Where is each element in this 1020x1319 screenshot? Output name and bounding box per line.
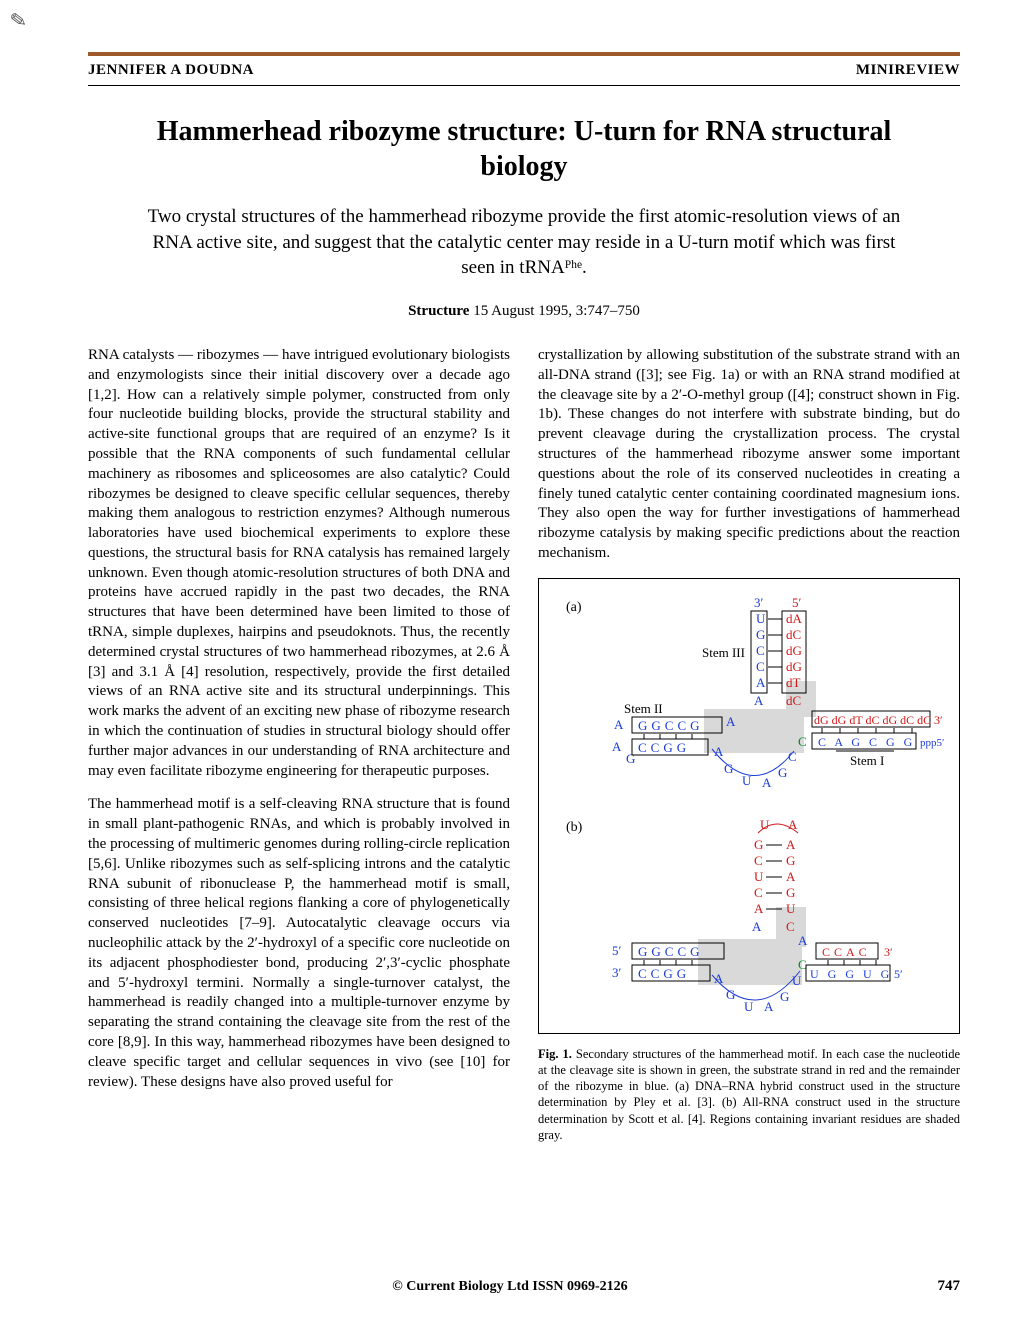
svg-text:CCAC: CCAC: [822, 945, 871, 959]
svg-text:dA: dA: [786, 611, 803, 626]
svg-text:CCGG: CCGG: [638, 966, 690, 981]
svg-text:C: C: [754, 885, 763, 900]
header-author: JENNIFER A DOUDNA: [88, 62, 254, 79]
svg-text:5′: 5′: [612, 943, 622, 958]
page-footer: © Current Biology Ltd ISSN 0969-2126: [0, 1279, 1020, 1295]
svg-text:C: C: [754, 853, 763, 868]
svg-text:G: G: [778, 765, 787, 780]
figure-1: (a) 3′ 5′ U G C C A dA dC dG dG dT: [538, 578, 960, 1034]
svg-text:dG dG dT dC dG dC dC: dG dG dT dC dG dC dC: [814, 713, 931, 727]
svg-text:A: A: [754, 901, 764, 916]
svg-text:U: U: [754, 869, 764, 884]
svg-text:A: A: [752, 919, 762, 934]
svg-text:dG: dG: [786, 659, 802, 674]
svg-text:A: A: [786, 837, 796, 852]
running-header: JENNIFER A DOUDNA MINIREVIEW: [88, 60, 960, 86]
svg-text:A: A: [762, 775, 772, 790]
svg-text:3′: 3′: [612, 965, 622, 980]
figure-1b-diagram: (b) U A G C U C A A G A G U: [554, 811, 944, 1021]
header-section: MINIREVIEW: [856, 62, 960, 79]
svg-text:G: G: [754, 837, 763, 852]
figure-caption-text: Secondary structures of the hammerhead m…: [538, 1047, 960, 1142]
article-subtitle: Two crystal structures of the hammerhead…: [138, 204, 910, 281]
svg-text:C: C: [798, 734, 807, 749]
svg-text:C: C: [786, 919, 795, 934]
svg-text:U: U: [744, 999, 754, 1014]
svg-text:dG: dG: [786, 643, 802, 658]
paragraph-1: RNA catalysts — ribozymes — have intrigu…: [88, 346, 510, 782]
citation: Structure 15 August 1995, 3:747–750: [88, 303, 960, 320]
svg-text:A: A: [764, 999, 774, 1014]
svg-text:U G G U G: U G G U G: [810, 967, 892, 981]
figure-1a-diagram: (a) 3′ 5′ U G C C A dA dC dG dG dT: [554, 591, 944, 801]
svg-text:GGCCG: GGCCG: [638, 944, 704, 959]
margin-scribble: ✎: [8, 7, 28, 34]
svg-text:U: U: [786, 901, 796, 916]
svg-text:A: A: [612, 739, 622, 754]
svg-text:U: U: [756, 611, 766, 626]
panel-a-label: (a): [566, 600, 582, 615]
svg-text:3′: 3′: [934, 713, 943, 727]
svg-text:3′: 3′: [884, 945, 893, 959]
svg-text:5′: 5′: [894, 967, 903, 981]
figure-1-caption: Fig. 1. Secondary structures of the hamm…: [538, 1046, 960, 1144]
citation-journal: Structure: [408, 303, 469, 319]
svg-text:G: G: [780, 989, 789, 1004]
svg-text:G: G: [786, 853, 795, 868]
svg-text:CCGG: CCGG: [638, 740, 690, 755]
svg-text:A: A: [726, 714, 736, 729]
paragraph-3: crystallization by allowing substitution…: [538, 346, 960, 564]
svg-text:A: A: [756, 675, 766, 690]
svg-text:Stem III: Stem III: [702, 645, 745, 660]
left-column: RNA catalysts — ribozymes — have intrigu…: [88, 346, 510, 1143]
svg-text:G: G: [786, 885, 795, 900]
svg-text:dC: dC: [786, 693, 801, 708]
svg-text:A: A: [754, 693, 764, 708]
right-column: crystallization by allowing substitution…: [538, 346, 960, 1143]
svg-text:A: A: [786, 869, 796, 884]
citation-rest: 15 August 1995, 3:747–750: [469, 303, 639, 319]
svg-text:C A G C G G: C A G C G G: [818, 735, 915, 749]
svg-text:G: G: [756, 627, 765, 642]
svg-text:GGCCG: GGCCG: [638, 718, 704, 733]
svg-text:5′: 5′: [792, 595, 802, 610]
paragraph-2: The hammerhead motif is a self-cleaving …: [88, 795, 510, 1092]
svg-text:C: C: [756, 643, 765, 658]
svg-text:C: C: [798, 957, 807, 972]
svg-text:Stem I: Stem I: [850, 753, 884, 768]
page-number: 747: [938, 1278, 961, 1295]
svg-text:C: C: [756, 659, 765, 674]
svg-text:Stem II: Stem II: [624, 701, 663, 716]
figure-caption-lead: Fig. 1.: [538, 1047, 572, 1061]
svg-text:A: A: [614, 717, 624, 732]
svg-text:G: G: [626, 751, 635, 766]
svg-text:A: A: [798, 933, 808, 948]
article-title: Hammerhead ribozyme structure: U-turn fo…: [128, 114, 920, 184]
svg-text:dC: dC: [786, 627, 801, 642]
svg-text:3′: 3′: [754, 595, 764, 610]
body-columns: RNA catalysts — ribozymes — have intrigu…: [88, 346, 960, 1143]
svg-text:ppp5′: ppp5′: [920, 737, 944, 749]
panel-b-label: (b): [566, 820, 583, 835]
svg-text:dT: dT: [786, 675, 801, 690]
header-rule: [88, 52, 960, 56]
